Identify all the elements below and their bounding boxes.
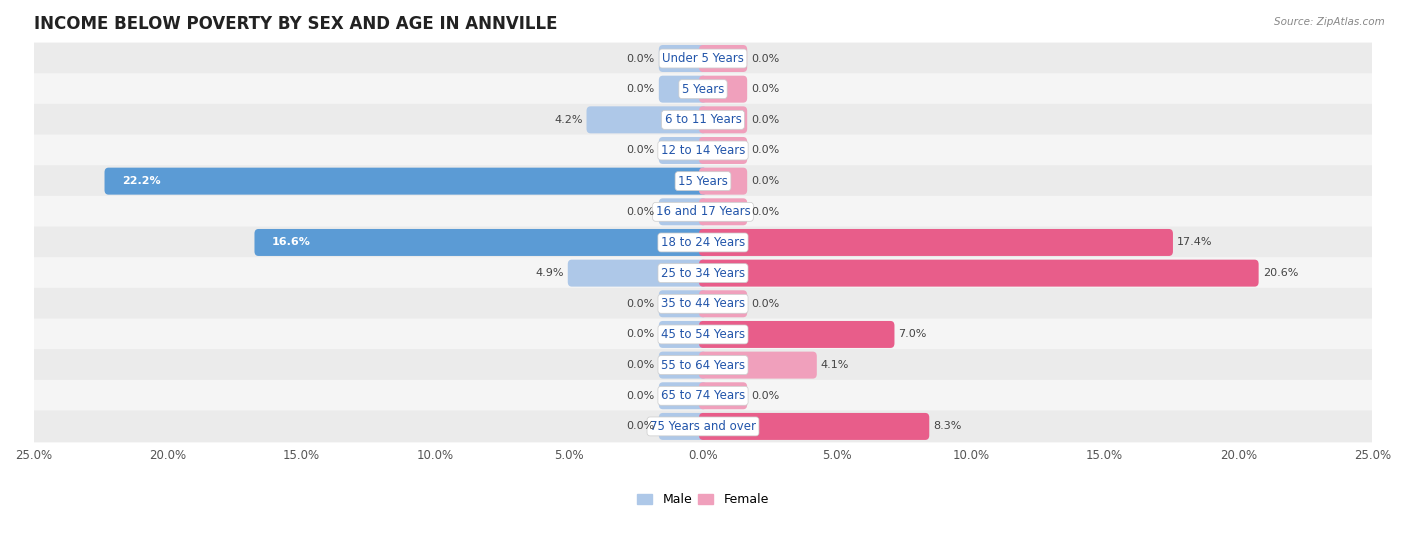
FancyBboxPatch shape [32,410,1374,442]
FancyBboxPatch shape [699,382,747,409]
FancyBboxPatch shape [32,196,1374,228]
FancyBboxPatch shape [104,168,707,195]
FancyBboxPatch shape [32,319,1374,350]
Text: Under 5 Years: Under 5 Years [662,52,744,65]
FancyBboxPatch shape [659,321,707,348]
Text: 8.3%: 8.3% [934,421,962,432]
FancyBboxPatch shape [659,290,707,318]
FancyBboxPatch shape [699,229,1173,256]
FancyBboxPatch shape [659,75,707,103]
FancyBboxPatch shape [659,382,707,409]
Text: 0.0%: 0.0% [627,207,655,217]
FancyBboxPatch shape [32,288,1374,320]
Text: 45 to 54 Years: 45 to 54 Years [661,328,745,341]
Text: 4.2%: 4.2% [554,115,582,125]
Text: 0.0%: 0.0% [751,299,779,309]
Text: 0.0%: 0.0% [751,207,779,217]
FancyBboxPatch shape [32,380,1374,412]
Text: 20.6%: 20.6% [1263,268,1298,278]
Text: 22.2%: 22.2% [122,176,160,186]
Text: 16 and 17 Years: 16 and 17 Years [655,205,751,219]
Text: 0.0%: 0.0% [751,391,779,401]
Text: 6 to 11 Years: 6 to 11 Years [665,113,741,126]
Text: 18 to 24 Years: 18 to 24 Years [661,236,745,249]
Text: 0.0%: 0.0% [627,360,655,370]
Text: 0.0%: 0.0% [751,84,779,94]
Text: 5 Years: 5 Years [682,83,724,96]
FancyBboxPatch shape [659,352,707,378]
Text: 0.0%: 0.0% [627,391,655,401]
Text: 0.0%: 0.0% [627,329,655,339]
FancyBboxPatch shape [659,198,707,225]
FancyBboxPatch shape [32,257,1374,289]
FancyBboxPatch shape [586,106,707,133]
FancyBboxPatch shape [699,106,747,133]
FancyBboxPatch shape [699,290,747,318]
FancyBboxPatch shape [32,226,1374,258]
Text: 7.0%: 7.0% [898,329,927,339]
Text: 25 to 34 Years: 25 to 34 Years [661,267,745,280]
FancyBboxPatch shape [32,165,1374,197]
Text: 0.0%: 0.0% [751,115,779,125]
Text: 16.6%: 16.6% [271,238,311,248]
Text: 0.0%: 0.0% [627,299,655,309]
FancyBboxPatch shape [254,229,707,256]
FancyBboxPatch shape [699,75,747,103]
FancyBboxPatch shape [659,137,707,164]
FancyBboxPatch shape [699,321,894,348]
Text: 65 to 74 Years: 65 to 74 Years [661,389,745,402]
FancyBboxPatch shape [699,413,929,440]
Text: 15 Years: 15 Years [678,174,728,188]
Text: Source: ZipAtlas.com: Source: ZipAtlas.com [1274,17,1385,27]
FancyBboxPatch shape [699,198,747,225]
Text: 0.0%: 0.0% [627,421,655,432]
Text: 0.0%: 0.0% [751,145,779,155]
Text: 0.0%: 0.0% [751,54,779,64]
Text: 0.0%: 0.0% [627,54,655,64]
Legend: Male, Female: Male, Female [633,489,773,511]
FancyBboxPatch shape [659,45,707,72]
FancyBboxPatch shape [32,135,1374,167]
FancyBboxPatch shape [659,413,707,440]
Text: 4.1%: 4.1% [821,360,849,370]
FancyBboxPatch shape [699,352,817,378]
Text: 75 Years and over: 75 Years and over [650,420,756,433]
FancyBboxPatch shape [568,259,707,287]
Text: 0.0%: 0.0% [751,176,779,186]
FancyBboxPatch shape [32,73,1374,105]
Text: 0.0%: 0.0% [627,84,655,94]
FancyBboxPatch shape [32,104,1374,136]
FancyBboxPatch shape [699,137,747,164]
Text: INCOME BELOW POVERTY BY SEX AND AGE IN ANNVILLE: INCOME BELOW POVERTY BY SEX AND AGE IN A… [34,15,557,33]
Text: 55 to 64 Years: 55 to 64 Years [661,359,745,372]
Text: 17.4%: 17.4% [1177,238,1212,248]
FancyBboxPatch shape [32,42,1374,74]
FancyBboxPatch shape [32,349,1374,381]
Text: 35 to 44 Years: 35 to 44 Years [661,297,745,310]
FancyBboxPatch shape [699,45,747,72]
Text: 4.9%: 4.9% [536,268,564,278]
FancyBboxPatch shape [699,168,747,195]
Text: 0.0%: 0.0% [627,145,655,155]
Text: 12 to 14 Years: 12 to 14 Years [661,144,745,157]
FancyBboxPatch shape [699,259,1258,287]
